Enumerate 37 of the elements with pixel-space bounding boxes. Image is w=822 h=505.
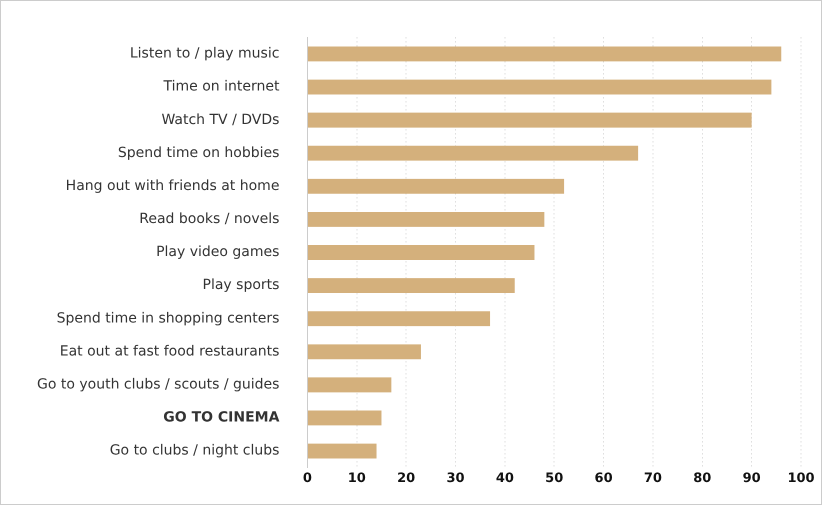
x-tick-label: 100: [787, 470, 815, 486]
y-tick-label: Spend time in shopping centers: [56, 310, 280, 326]
bar: [308, 410, 382, 426]
x-tick-label: 90: [742, 470, 761, 486]
x-tick-label: 0: [302, 470, 312, 486]
y-tick-label: Go to clubs / night clubs: [110, 442, 280, 459]
x-tick-label: 10: [348, 470, 366, 486]
bar: [308, 444, 377, 458]
bar: [308, 245, 534, 260]
y-tick-label: Go to youth clubs / scouts / guides: [37, 376, 280, 393]
bar: [308, 146, 638, 161]
y-tick-label: Eat out at fast food restaurants: [60, 343, 280, 360]
y-tick-label: GO TO CINEMA: [163, 410, 280, 426]
bar: [308, 212, 544, 227]
bar: [308, 112, 752, 128]
bar: [308, 80, 772, 94]
y-tick-label: Play video games: [156, 244, 280, 260]
y-tick-label: Watch TV / DVDs: [161, 112, 280, 128]
x-tick-label: 70: [644, 470, 662, 486]
x-tick-label: 40: [496, 470, 514, 486]
bar: [308, 46, 782, 62]
y-tick-label: Read books / novels: [139, 211, 280, 228]
bar: [308, 311, 490, 326]
x-tick-label: 30: [446, 470, 465, 486]
bar: [308, 344, 421, 360]
y-tick-label: Listen to / play music: [130, 46, 280, 62]
y-tick-label: Time on internet: [162, 78, 280, 95]
x-tick-label: 80: [693, 470, 712, 486]
x-tick-label: 60: [594, 470, 613, 486]
x-tick-label: 20: [397, 470, 416, 486]
bar: [308, 178, 564, 194]
bar: [308, 278, 515, 294]
bar: [308, 377, 392, 392]
x-tick-label: 50: [545, 470, 564, 486]
y-tick-label: Spend time on hobbies: [118, 144, 280, 161]
y-tick-label: Hang out with friends at home: [66, 178, 280, 194]
y-tick-label: Play sports: [202, 277, 280, 294]
